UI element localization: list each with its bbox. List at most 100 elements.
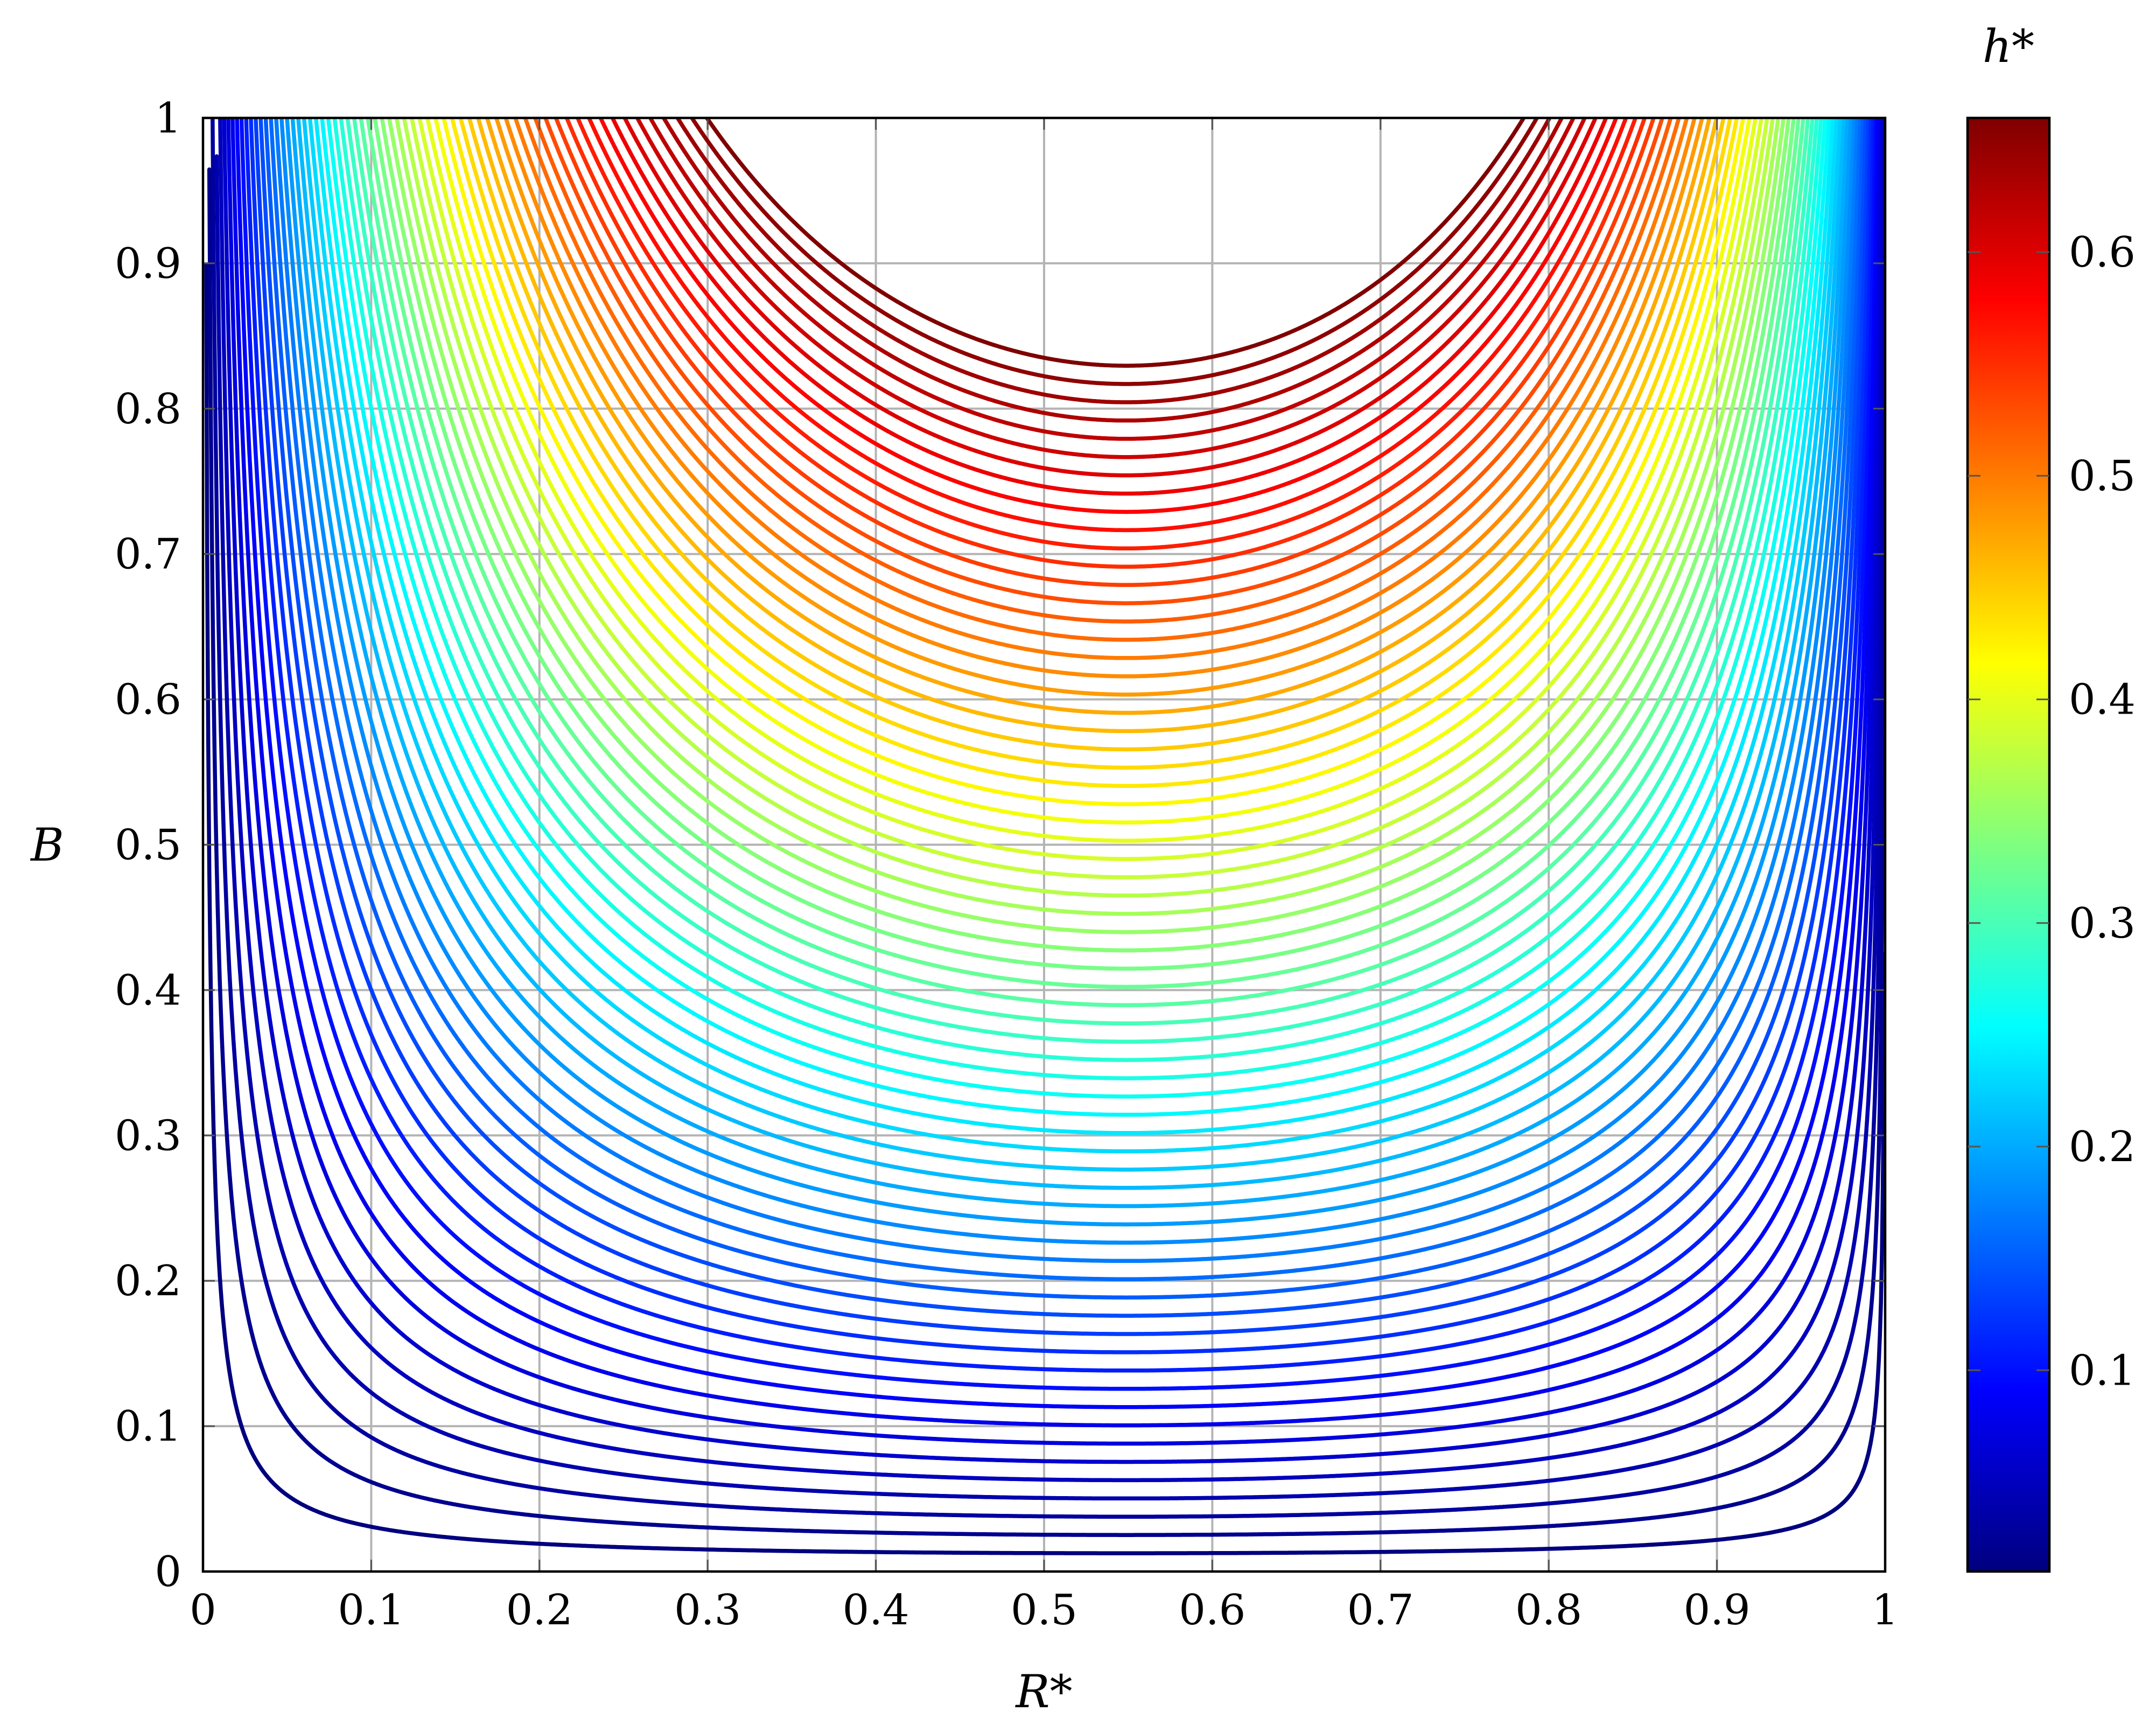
x-axis-label: R*	[1014, 1665, 1072, 1718]
contour-line	[239, 118, 1875, 1391]
x-tick-label: 0.6	[1179, 1586, 1245, 1635]
contour-line	[244, 118, 1873, 1373]
x-tick-label: 0.8	[1515, 1586, 1582, 1635]
colorbar	[1966, 116, 2051, 1573]
contour-line	[332, 118, 1823, 1080]
contour-line	[442, 118, 1746, 806]
y-tick-label: 0.2	[115, 1257, 181, 1305]
x-tick-label: 0.7	[1347, 1586, 1414, 1635]
contour-line	[425, 118, 1758, 843]
y-tick-label: 0.1	[115, 1402, 181, 1451]
y-tick-label: 0.6	[115, 676, 181, 724]
y-tick-label: 0	[155, 1548, 181, 1596]
contour-line	[285, 118, 1852, 1227]
contour-line	[222, 118, 1883, 1464]
contour-line	[218, 118, 1884, 1483]
colorbar-ticks: 0.1 0.2 0.3 0.4 0.5 0.6	[1968, 228, 2136, 1395]
contour-line	[290, 118, 1849, 1209]
colorbar-tick-label: 0.6	[2069, 228, 2136, 277]
contour-line	[458, 118, 1733, 770]
x-tick-label: 0.2	[506, 1586, 573, 1635]
contour-line	[704, 118, 1527, 368]
contour-line	[254, 118, 1869, 1336]
contour-line	[373, 118, 1796, 971]
contour-line	[533, 118, 1673, 624]
y-tick-label: 0.9	[115, 240, 181, 288]
contour-line	[263, 118, 1864, 1300]
contour-line	[326, 118, 1828, 1099]
x-tick-label: 0.9	[1684, 1586, 1751, 1635]
contour-line	[554, 118, 1656, 587]
y-tick-label: 0.8	[115, 385, 181, 434]
contour-line	[675, 118, 1552, 404]
contour-line	[387, 118, 1786, 934]
contour-line	[235, 118, 1878, 1409]
contour-line	[296, 118, 1846, 1190]
contour-line	[214, 118, 1885, 1501]
y-tick-label: 1	[155, 94, 181, 143]
contour-line	[635, 118, 1587, 459]
contour-line	[359, 118, 1805, 1008]
contour-line	[279, 118, 1856, 1245]
y-tick-label: 0.5	[115, 821, 181, 870]
contour-line	[450, 118, 1739, 788]
x-tick-label: 0.1	[338, 1586, 404, 1635]
x-tick-label: 1	[1872, 1586, 1899, 1635]
contour-line	[648, 118, 1576, 441]
contour-line	[476, 118, 1719, 734]
contour-line	[345, 118, 1815, 1044]
contour-line	[564, 118, 1647, 569]
y-axis-label: B	[30, 819, 64, 871]
contour-line	[320, 118, 1831, 1117]
contour-line	[230, 118, 1880, 1428]
contour-line	[307, 118, 1839, 1154]
contour-line	[258, 118, 1867, 1318]
contour-line	[339, 118, 1819, 1062]
y-axis-tick-labels: 0 0.1 0.2 0.3 0.4 0.5 0.6 0.7 0.8 0.9 1	[115, 94, 181, 1596]
contour-line	[380, 118, 1791, 953]
contour-line	[249, 118, 1871, 1354]
x-tick-label: 0	[190, 1586, 216, 1635]
colorbar-tick-label: 0.1	[2069, 1346, 2136, 1395]
colorbar-tick-label: 0.2	[2069, 1123, 2136, 1171]
contour-line	[269, 118, 1861, 1281]
x-tick-label: 0.4	[843, 1586, 909, 1635]
contour-lines	[204, 118, 1885, 1555]
contour-line	[689, 118, 1539, 386]
x-axis-tick-labels: 0 0.1 0.2 0.3 0.4 0.5 0.6 0.7 0.8 0.9 1	[190, 1586, 1899, 1635]
contour-line	[513, 118, 1689, 660]
y-tick-label: 0.7	[115, 530, 181, 579]
contour-line	[352, 118, 1810, 1026]
plot-frame	[201, 116, 1887, 1573]
contour-line	[610, 118, 1608, 496]
contour-line	[366, 118, 1801, 989]
contour-line	[211, 118, 1885, 1519]
colorbar-label: h*	[1983, 20, 2034, 73]
y-tick-label: 0.4	[115, 966, 181, 1015]
y-tick-label: 0.3	[115, 1112, 181, 1160]
contour-line	[586, 118, 1628, 533]
contour-line	[543, 118, 1665, 605]
contour-line	[575, 118, 1638, 551]
colorbar-tick-label: 0.3	[2069, 899, 2136, 948]
contour-line	[467, 118, 1726, 752]
contour-line	[274, 118, 1858, 1263]
contour-line	[226, 118, 1881, 1446]
contour-line	[503, 118, 1697, 679]
colorbar-tick-label: 0.4	[2069, 676, 2136, 724]
contour-line	[409, 118, 1769, 879]
contour-line	[622, 118, 1598, 478]
x-tick-label: 0.5	[1011, 1586, 1077, 1635]
contour-line	[485, 118, 1712, 715]
contour-line	[402, 118, 1775, 898]
contour-line	[523, 118, 1681, 642]
contour-line	[302, 118, 1843, 1172]
contour-line	[598, 118, 1619, 514]
x-tick-label: 0.3	[674, 1586, 741, 1635]
colorbar-tick-label: 0.5	[2069, 452, 2136, 500]
contour-line	[313, 118, 1835, 1135]
contour-line	[661, 118, 1564, 423]
contour-line	[207, 167, 1885, 1537]
contour-line	[433, 118, 1752, 825]
